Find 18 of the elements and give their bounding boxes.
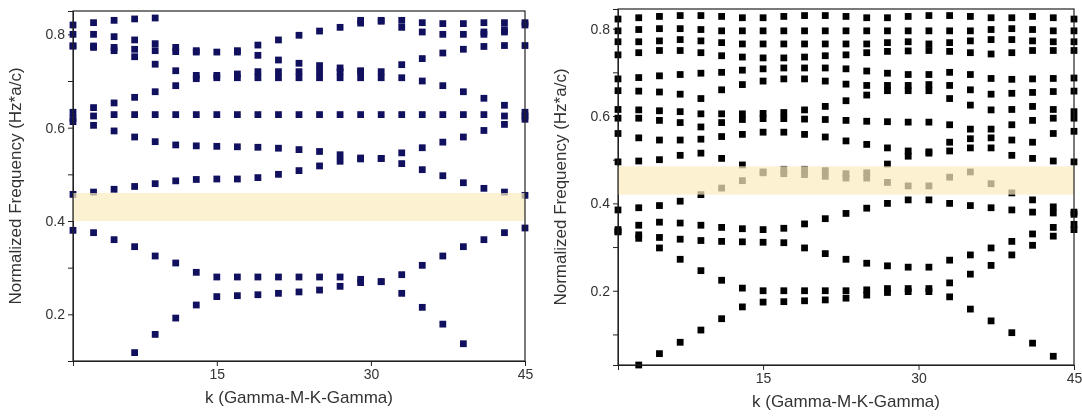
x-tick-label: 30	[911, 369, 928, 386]
y-tick-label: 0.2	[45, 306, 66, 323]
y-tick-label: 0.4	[590, 195, 611, 212]
x-axis-title: k (Gamma-M-K-Gamma)	[752, 392, 940, 411]
y-tick-label: 0.2	[590, 282, 611, 299]
x-tick-label: 45	[517, 365, 534, 382]
y-axis-title: Normalized Frequency (Hz*a/c)	[551, 68, 570, 306]
y-axis-title: Normalized Frequency (Hz*a/c)	[6, 67, 25, 305]
x-tick-label: 15	[755, 369, 772, 386]
y-tick-label: 0.8	[590, 20, 611, 37]
y-tick-label: 0.6	[45, 119, 66, 136]
y-tick-label: 0.8	[45, 26, 66, 43]
y-tick-label: 0.6	[590, 108, 611, 124]
y-tick-label: 0.4	[45, 212, 66, 229]
x-axis-title: k (Gamma-M-K-Gamma)	[205, 388, 393, 407]
x-tick-label: 15	[209, 365, 226, 382]
x-tick-label: 30	[363, 365, 380, 382]
x-tick-label: 45	[1066, 369, 1082, 386]
